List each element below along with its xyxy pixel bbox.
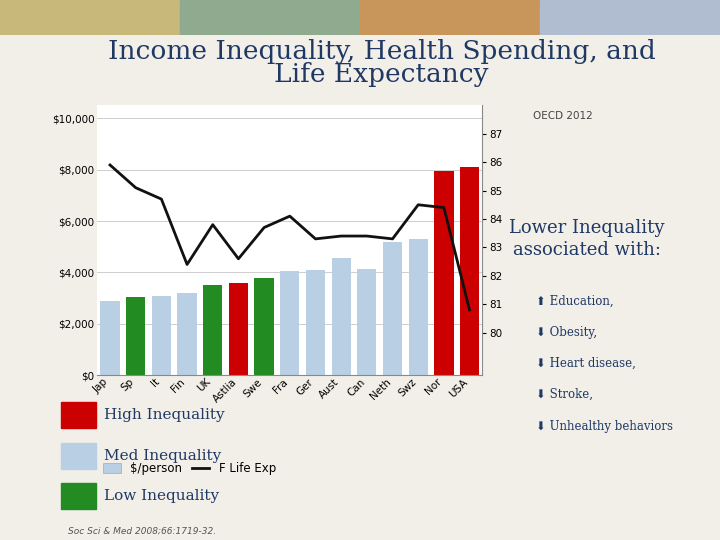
Text: ⬇ Stroke,: ⬇ Stroke,	[536, 388, 593, 401]
Text: ⬇ Heart disease,: ⬇ Heart disease,	[536, 357, 636, 370]
Bar	[180, 0, 360, 35]
Bar	[331, 258, 351, 375]
Bar	[306, 270, 325, 375]
Legend: $/person, F Life Exp: $/person, F Life Exp	[103, 462, 276, 475]
Bar	[100, 301, 120, 375]
Bar	[0, 0, 180, 35]
Text: ⬆ Education,: ⬆ Education,	[536, 294, 614, 307]
Bar	[229, 283, 248, 375]
Bar	[383, 241, 402, 375]
Bar	[434, 171, 454, 375]
Bar	[357, 268, 377, 375]
Bar	[126, 297, 145, 375]
Bar	[408, 239, 428, 375]
Bar	[280, 271, 300, 375]
Text: Life Expectancy: Life Expectancy	[274, 62, 489, 87]
Bar	[177, 293, 197, 375]
Bar	[254, 278, 274, 375]
Bar	[203, 285, 222, 375]
Text: Soc Sci & Med 2008;66:1719-32.: Soc Sci & Med 2008;66:1719-32.	[68, 526, 217, 536]
Bar	[460, 167, 480, 375]
Bar	[540, 0, 720, 35]
Bar	[360, 0, 540, 35]
Text: OECD 2012: OECD 2012	[533, 111, 593, 121]
Text: Lower Inequality
associated with:: Lower Inequality associated with:	[509, 219, 665, 259]
Text: Low Inequality: Low Inequality	[104, 489, 220, 503]
Text: ⬇ Obesity,: ⬇ Obesity,	[536, 326, 598, 339]
Text: Med Inequality: Med Inequality	[104, 449, 222, 463]
Text: ⬇ Unhealthy behaviors: ⬇ Unhealthy behaviors	[536, 420, 673, 433]
Bar	[152, 295, 171, 375]
Text: Income Inequality, Health Spending, and: Income Inequality, Health Spending, and	[108, 39, 655, 64]
Text: High Inequality: High Inequality	[104, 408, 225, 422]
